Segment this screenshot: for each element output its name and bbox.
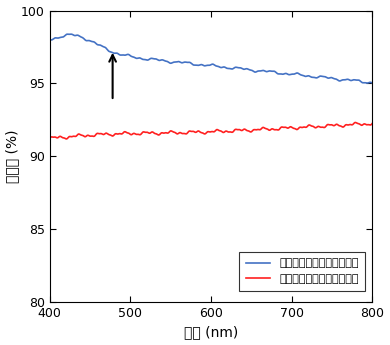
Line: 反射防止ナノ構造付成型品: 反射防止ナノ構造付成型品 <box>50 34 372 83</box>
X-axis label: 波長 (nm): 波長 (nm) <box>184 325 238 339</box>
反射防止ナノ構造無成型品 <box>240 128 245 132</box>
反射防止ナノ構造付成型品 <box>47 38 52 42</box>
反射防止ナノ構造付成型品 <box>223 65 227 69</box>
反射防止ナノ構造付成型品 <box>69 32 73 36</box>
反射防止ナノ構造付成型品 <box>240 67 245 71</box>
反射防止ナノ構造付成型品 <box>203 64 208 68</box>
Y-axis label: 透過率 (%): 透過率 (%) <box>5 129 20 183</box>
反射防止ナノ構造無成型品 <box>363 122 368 127</box>
反射防止ナノ構造無成型品 <box>312 126 317 130</box>
Legend: 反射防止ナノ構造付成型品, 反射防止ナノ構造無成型品: 反射防止ナノ構造付成型品, 反射防止ナノ構造無成型品 <box>239 252 365 290</box>
反射防止ナノ構造無成型品 <box>353 120 358 125</box>
反射防止ナノ構造付成型品 <box>201 63 206 68</box>
反射防止ナノ構造無成型品 <box>47 136 52 140</box>
反射防止ナノ構造無成型品 <box>203 131 208 136</box>
反射防止ナノ構造無成型品 <box>64 137 69 141</box>
反射防止ナノ構造無成型品 <box>223 129 227 134</box>
反射防止ナノ構造付成型品 <box>312 76 317 80</box>
反射防止ナノ構造無成型品 <box>201 131 206 136</box>
反射防止ナノ構造付成型品 <box>363 81 368 85</box>
Line: 反射防止ナノ構造無成型品: 反射防止ナノ構造無成型品 <box>50 122 372 139</box>
反射防止ナノ構造無成型品 <box>370 121 375 125</box>
反射防止ナノ構造付成型品 <box>370 81 375 85</box>
